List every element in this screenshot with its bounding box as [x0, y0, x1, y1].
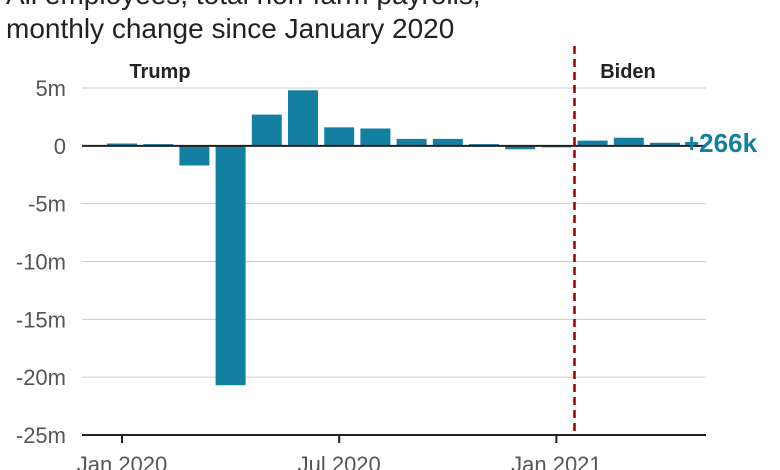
x-tick-label: Jan 2020	[77, 452, 168, 470]
y-tick-label: -20m	[16, 365, 66, 390]
bar	[251, 114, 282, 146]
bar	[613, 137, 644, 146]
y-tick-label: 0	[54, 134, 66, 159]
bar	[179, 145, 210, 166]
bar	[107, 143, 137, 146]
period-label-biden: Biden	[600, 61, 656, 83]
y-tick-label: -15m	[16, 307, 66, 332]
x-tick-label: Jul 2020	[298, 452, 381, 470]
chart-subtitle: All employees, total non-farm payrolls, …	[6, 0, 746, 46]
bar	[505, 145, 536, 150]
bar	[288, 90, 318, 146]
label-layer: 5m 0 -5m -10m -15m -20m -25m Jan 2020 Jul 2020 Ja…	[16, 61, 758, 470]
latest-value-label: +266k	[684, 128, 758, 158]
bar	[577, 140, 608, 146]
y-tick-label: -25m	[16, 423, 66, 448]
y-tick-label: -10m	[16, 250, 66, 275]
bar	[324, 127, 355, 146]
bar	[432, 138, 463, 146]
y-tick-label: -5m	[28, 192, 66, 217]
bar	[396, 138, 427, 146]
bar-layer	[107, 90, 680, 386]
bar	[360, 128, 391, 146]
grid-layer	[82, 87, 706, 378]
bar	[650, 142, 680, 146]
subtitle-line-1: All employees, total non-farm payrolls,	[6, 0, 746, 12]
y-tick-label: 5m	[35, 76, 66, 101]
axis-layer	[82, 46, 706, 443]
bar	[215, 145, 246, 386]
subtitle-line-2: monthly change since January 2020	[6, 13, 455, 44]
period-label-trump: Trump	[129, 61, 190, 83]
x-tick-label: Jan 2021	[511, 452, 602, 470]
